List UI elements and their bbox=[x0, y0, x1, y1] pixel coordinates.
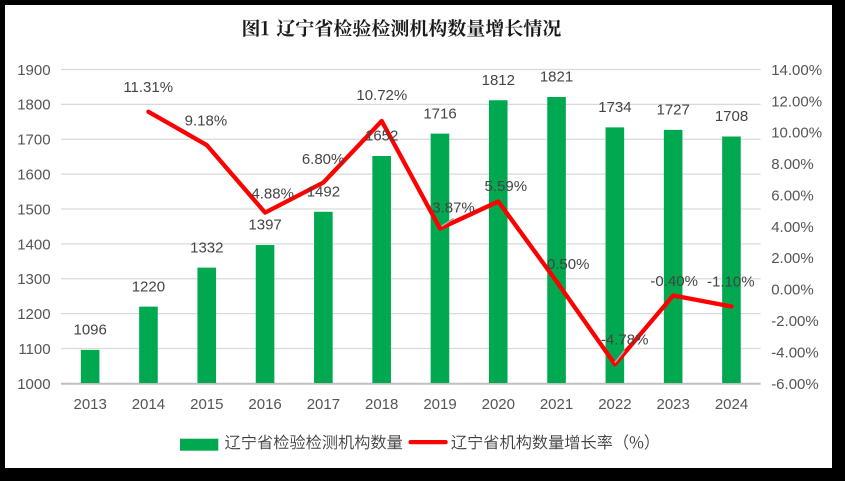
svg-text:-6.00%: -6.00% bbox=[771, 376, 819, 393]
svg-text:2023: 2023 bbox=[657, 396, 690, 413]
svg-text:3.87%: 3.87% bbox=[432, 199, 475, 216]
svg-text:0.50%: 0.50% bbox=[547, 256, 590, 273]
svg-text:1492: 1492 bbox=[307, 184, 340, 201]
svg-text:9.18%: 9.18% bbox=[185, 112, 228, 129]
svg-text:1700: 1700 bbox=[17, 132, 50, 149]
svg-text:4.88%: 4.88% bbox=[251, 185, 294, 202]
svg-text:0.00%: 0.00% bbox=[771, 282, 814, 299]
svg-text:-4.78%: -4.78% bbox=[601, 331, 649, 348]
svg-text:2017: 2017 bbox=[307, 396, 340, 413]
svg-text:-1.10%: -1.10% bbox=[707, 274, 755, 291]
svg-text:1900: 1900 bbox=[17, 62, 50, 79]
svg-text:10.72%: 10.72% bbox=[356, 87, 407, 104]
svg-text:12.00%: 12.00% bbox=[771, 93, 822, 110]
svg-text:8.00%: 8.00% bbox=[771, 156, 814, 173]
svg-text:-2.00%: -2.00% bbox=[771, 313, 819, 330]
svg-text:2013: 2013 bbox=[74, 396, 107, 413]
svg-text:2019: 2019 bbox=[423, 396, 456, 413]
svg-text:1600: 1600 bbox=[17, 167, 50, 184]
svg-text:1300: 1300 bbox=[17, 271, 50, 288]
svg-text:1500: 1500 bbox=[17, 201, 50, 218]
svg-text:1100: 1100 bbox=[18, 341, 50, 358]
svg-text:6.80%: 6.80% bbox=[302, 151, 345, 168]
svg-text:1716: 1716 bbox=[423, 105, 456, 122]
svg-text:2.00%: 2.00% bbox=[771, 250, 814, 267]
svg-text:1096: 1096 bbox=[74, 322, 107, 339]
svg-text:2021: 2021 bbox=[540, 396, 573, 413]
svg-text:10.00%: 10.00% bbox=[771, 125, 822, 142]
svg-text:1332: 1332 bbox=[190, 239, 223, 256]
svg-text:5.59%: 5.59% bbox=[485, 178, 528, 195]
svg-text:2024: 2024 bbox=[715, 396, 748, 413]
svg-text:11.31%: 11.31% bbox=[123, 79, 173, 96]
svg-text:2014: 2014 bbox=[132, 396, 165, 413]
svg-text:-0.40%: -0.40% bbox=[650, 273, 698, 290]
svg-text:1000: 1000 bbox=[17, 376, 50, 393]
svg-text:2018: 2018 bbox=[365, 396, 398, 413]
svg-text:1800: 1800 bbox=[17, 97, 50, 114]
svg-text:4.00%: 4.00% bbox=[771, 219, 814, 236]
svg-text:2015: 2015 bbox=[190, 396, 223, 413]
svg-text:2016: 2016 bbox=[248, 396, 281, 413]
svg-text:6.00%: 6.00% bbox=[771, 187, 814, 204]
svg-text:1200: 1200 bbox=[17, 306, 50, 323]
svg-text:1727: 1727 bbox=[657, 102, 690, 119]
svg-text:1652: 1652 bbox=[365, 128, 398, 145]
svg-text:1708: 1708 bbox=[715, 108, 748, 125]
svg-text:1400: 1400 bbox=[17, 236, 50, 253]
svg-text:1220: 1220 bbox=[132, 278, 165, 295]
svg-text:2022: 2022 bbox=[598, 396, 631, 413]
svg-text:1812: 1812 bbox=[482, 72, 515, 89]
svg-text:14.00%: 14.00% bbox=[771, 62, 822, 79]
svg-text:2020: 2020 bbox=[482, 396, 515, 413]
svg-text:1821: 1821 bbox=[540, 69, 573, 86]
svg-text:1397: 1397 bbox=[248, 217, 281, 234]
svg-text:-4.00%: -4.00% bbox=[771, 344, 819, 361]
svg-text:1734: 1734 bbox=[598, 99, 631, 116]
